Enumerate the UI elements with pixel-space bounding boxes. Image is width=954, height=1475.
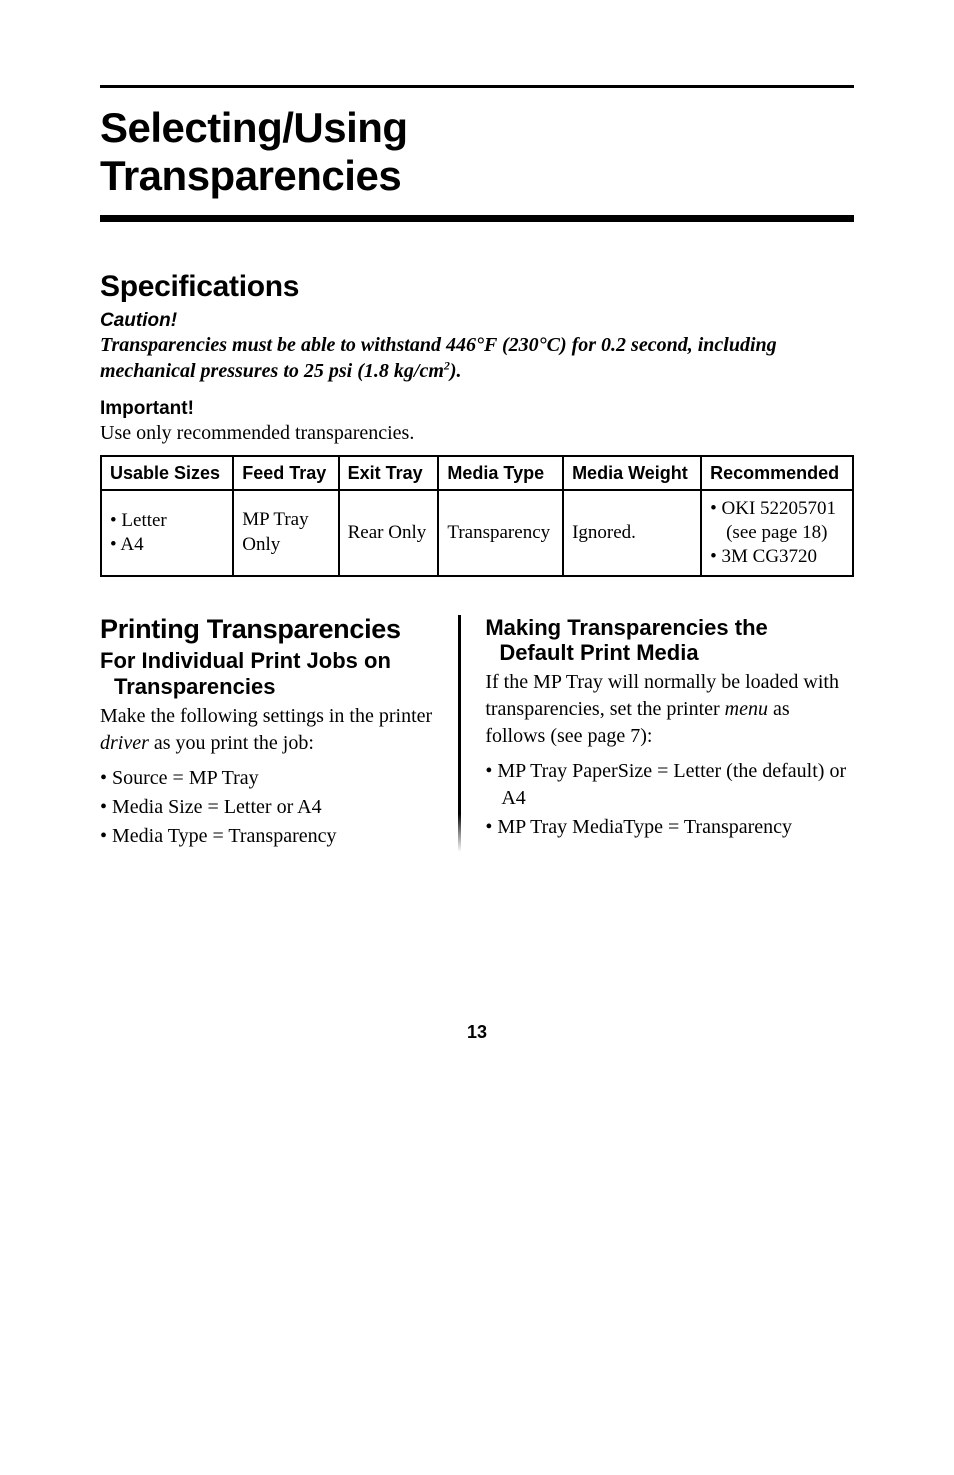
important-label: Important! — [100, 398, 854, 420]
size-letter: Letter — [110, 509, 224, 533]
left-para-pre: Make the following settings in the print… — [100, 705, 432, 727]
h3-right-l1: Making Transparencies the — [485, 615, 767, 640]
left-b2: Media Size = Letter or A4 — [100, 794, 440, 821]
th-recommended: Recommended — [701, 456, 853, 491]
spec-table: Usable Sizes Feed Tray Exit Tray Media T… — [100, 455, 854, 577]
feed-line1: MP Tray — [242, 509, 308, 530]
left-column: Printing Transparencies For Individual P… — [100, 615, 458, 852]
page-number: 13 — [100, 1022, 854, 1043]
left-list: Source = MP Tray Media Size = Letter or … — [100, 765, 440, 850]
left-para: Make the following settings in the print… — [100, 703, 440, 757]
feed-line2: Only — [242, 534, 280, 555]
th-recommended-text: Recommended — [710, 463, 839, 483]
left-para-em: driver — [100, 732, 149, 754]
th-media-type-text: Media Type — [447, 463, 544, 483]
th-usable-sizes-text: Usable Sizes — [110, 463, 220, 483]
h3-left-l2: Transparencies — [114, 674, 275, 699]
chapter-title-line2: Transparencies — [100, 152, 401, 199]
table-header-row: Usable Sizes Feed Tray Exit Tray Media T… — [101, 456, 853, 491]
caution-body-post: ). — [450, 360, 462, 382]
right-para: If the MP Tray will normally be loaded w… — [485, 669, 854, 750]
h3-right-l2: Default Print Media — [499, 640, 698, 665]
th-media-weight-text: Media Weight — [572, 463, 688, 483]
rec-3m: 3M CG3720 — [710, 545, 844, 569]
right-b2: MP Tray MediaType = Transparency — [485, 814, 854, 841]
right-b1: MP Tray PaperSize = Letter (the default)… — [485, 758, 854, 812]
th-feed-tray-text: Feed Tray — [242, 463, 326, 483]
thick-rule — [100, 215, 854, 222]
th-exit-tray-text: Exit Tray — [348, 463, 423, 483]
td-media-type: Transparency — [438, 490, 563, 575]
specifications-heading: Specifications — [100, 270, 854, 304]
size-a4: A4 — [110, 533, 224, 557]
rec-see-page: (see page 18) — [710, 521, 844, 545]
right-column: Making Transparencies the Default Print … — [461, 615, 854, 852]
right-list: MP Tray PaperSize = Letter (the default)… — [485, 758, 854, 841]
th-media-weight: Media Weight — [563, 456, 701, 491]
right-para-em: menu — [725, 698, 768, 720]
h3-left-l1: For Individual Print Jobs on — [100, 648, 391, 673]
left-b3: Media Type = Transparency — [100, 823, 440, 850]
chapter-title: Selecting/Using Transparencies — [100, 104, 854, 201]
th-exit-tray: Exit Tray — [339, 456, 439, 491]
rec-oki: OKI 52205701 — [710, 497, 844, 521]
td-exit-tray: Rear Only — [339, 490, 439, 575]
top-thin-rule — [100, 85, 854, 88]
td-media-weight: Ignored. — [563, 490, 701, 575]
td-usable-sizes: Letter A4 — [101, 490, 233, 575]
important-body: Use only recommended transparencies. — [100, 420, 854, 447]
default-media-heading: Making Transparencies the Default Print … — [485, 615, 854, 666]
td-recommended: OKI 52205701 (see page 18) 3M CG3720 — [701, 490, 853, 575]
th-media-type: Media Type — [438, 456, 563, 491]
th-feed-tray: Feed Tray — [233, 456, 338, 491]
printing-heading: Printing Transparencies — [100, 615, 440, 645]
two-column-section: Printing Transparencies For Individual P… — [100, 615, 854, 852]
th-usable-sizes: Usable Sizes — [101, 456, 233, 491]
td-feed-tray: MP Tray Only — [233, 490, 338, 575]
left-para-post: as you print the job: — [149, 732, 314, 754]
caution-body: Transparencies must be able to withstand… — [100, 332, 854, 384]
chapter-title-line1: Selecting/Using — [100, 104, 408, 151]
caution-body-pre: Transparencies must be able to withstand… — [100, 334, 777, 382]
individual-jobs-heading: For Individual Print Jobs on Transparenc… — [100, 648, 440, 699]
table-row: Letter A4 MP Tray Only Rear Only Transpa… — [101, 490, 853, 575]
caution-label: Caution! — [100, 310, 854, 332]
left-b1: Source = MP Tray — [100, 765, 440, 792]
